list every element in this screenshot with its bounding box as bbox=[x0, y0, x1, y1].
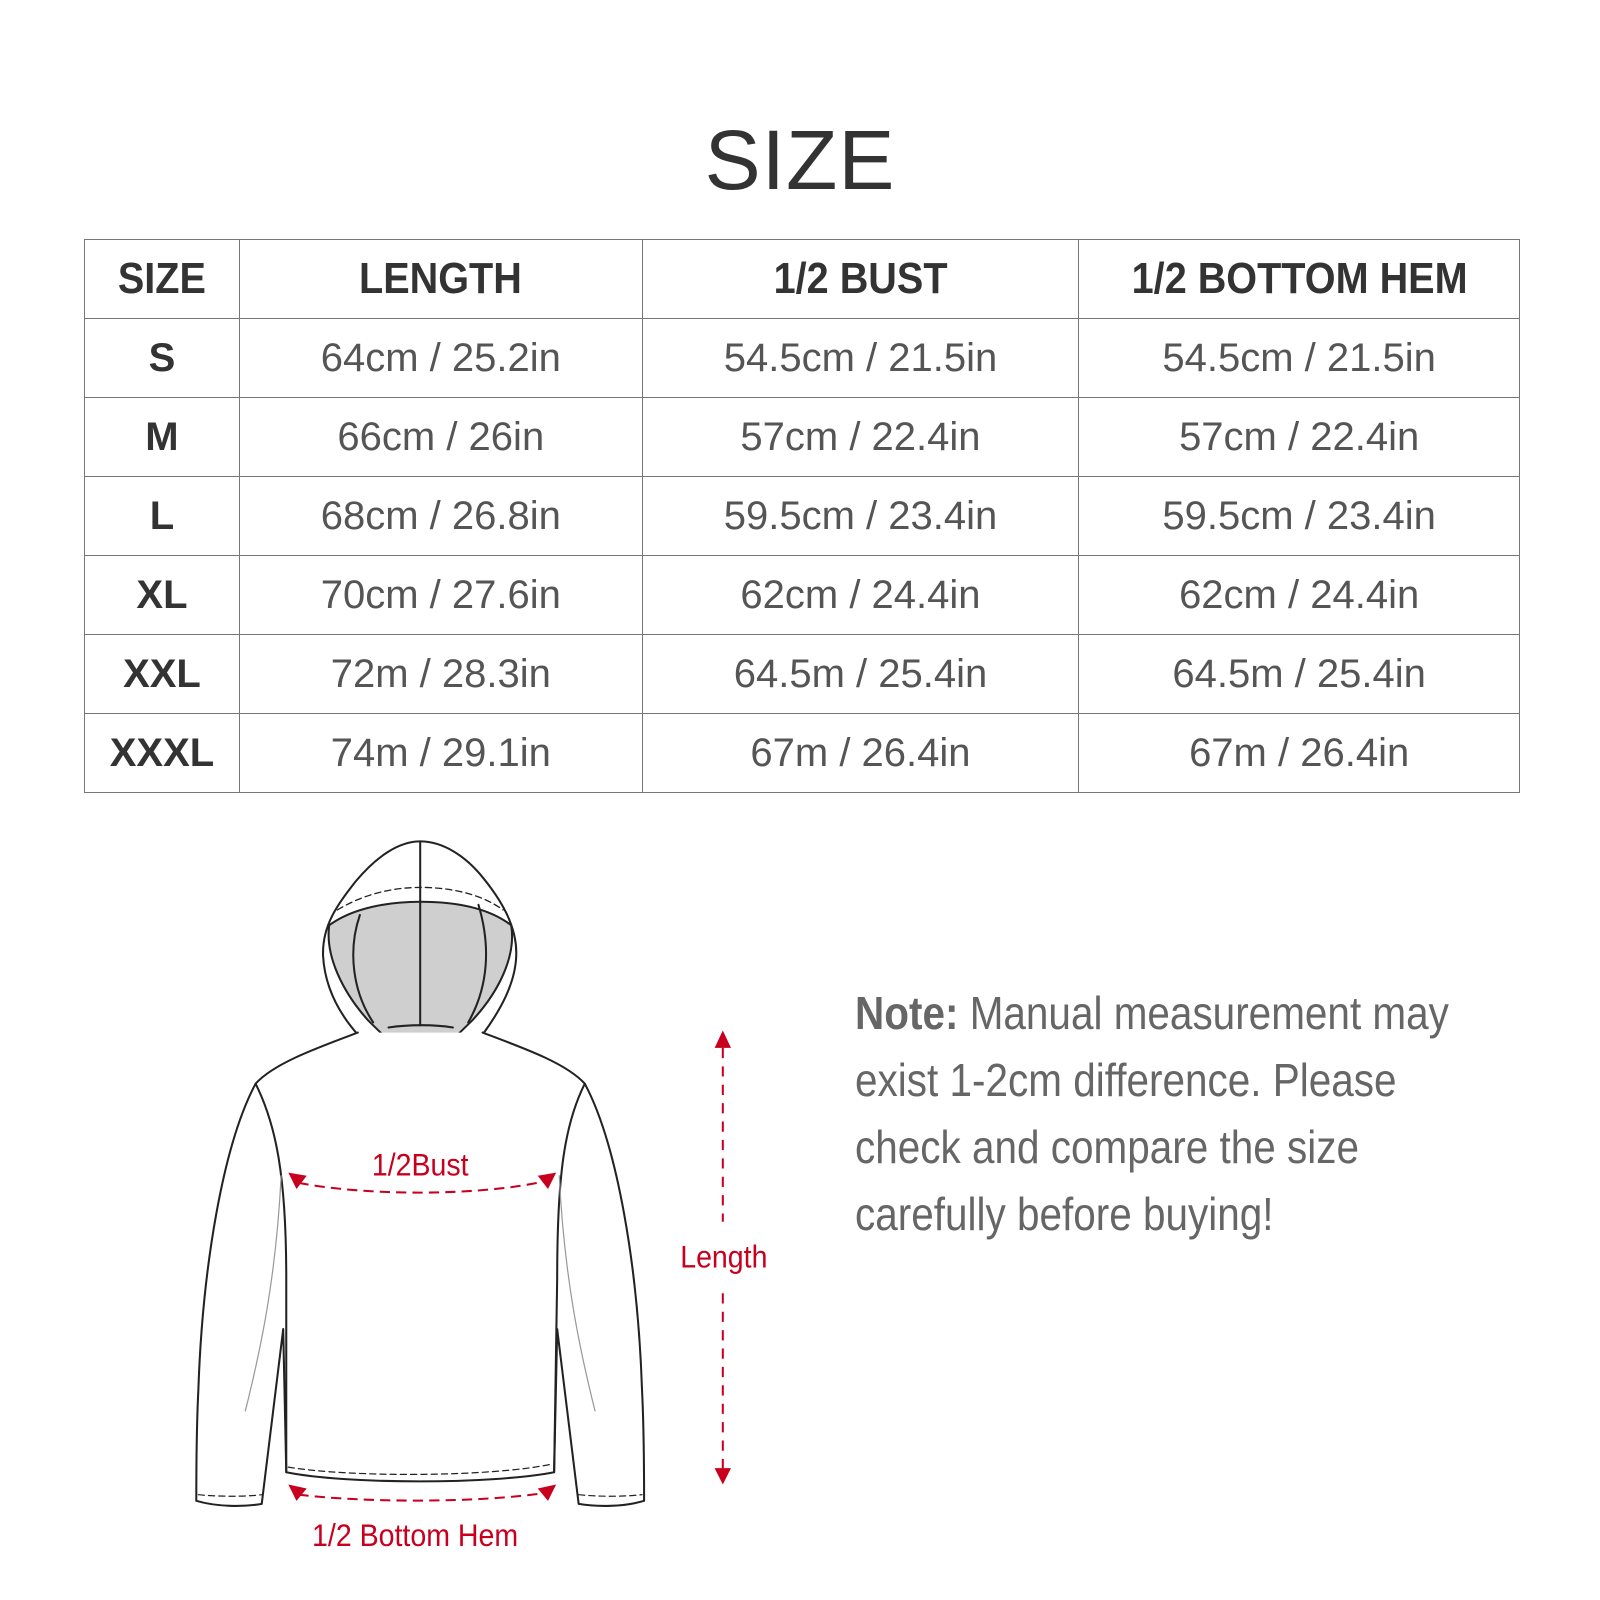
header-label: SIZE bbox=[117, 254, 206, 303]
bottom-hem-cell: 54.5cm / 21.5in bbox=[1078, 318, 1520, 398]
arrow-down-icon bbox=[714, 1468, 731, 1485]
bust-measure-line bbox=[298, 1179, 548, 1194]
table-row: L 68cm / 26.8in 59.5cm / 23.4in 59.5cm / 23… bbox=[84, 476, 1520, 556]
table-header-row: SIZE LENGTH 1/2 BUST 1/2 BOTTOM HEM bbox=[84, 239, 1520, 319]
bottom-hem-cell: 62cm / 24.4in bbox=[1078, 555, 1520, 635]
size-table: SIZE LENGTH 1/2 BUST 1/2 BOTTOM HEM S 64c… bbox=[84, 239, 1520, 793]
size-cell: XXXL bbox=[84, 713, 240, 793]
bust-cell: 57cm / 22.4in bbox=[641, 397, 1080, 477]
right-armhole bbox=[553, 1082, 586, 1474]
length-cell: 74m / 29.1in bbox=[238, 713, 643, 793]
cuff-stitch bbox=[197, 1494, 263, 1497]
hoodie-body bbox=[195, 1031, 646, 1507]
cuff-stitch bbox=[578, 1494, 643, 1497]
left-armhole bbox=[254, 1082, 288, 1474]
arrow-right-icon bbox=[537, 1172, 557, 1190]
page-title: SIZE bbox=[704, 113, 896, 207]
length-cell: 70cm / 27.6in bbox=[238, 555, 643, 635]
length-cell: 66cm / 26in bbox=[238, 397, 643, 477]
fold-shadow bbox=[244, 1175, 282, 1412]
length-cell: 68cm / 26.8in bbox=[238, 476, 643, 556]
size-cell: XL bbox=[84, 555, 240, 635]
note-text: Note: Manual measurement may exist 1-2cm… bbox=[855, 980, 1495, 1248]
bust-label: 1/2Bust bbox=[372, 1148, 469, 1183]
bust-cell: 54.5cm / 21.5in bbox=[641, 318, 1080, 398]
table-row: M 66cm / 26in 57cm / 22.4in 57cm / 22.4in bbox=[84, 397, 1520, 477]
length-cell: 64cm / 25.2in bbox=[238, 318, 643, 398]
bust-cell: 64.5m / 25.4in bbox=[641, 634, 1080, 714]
header-bottom-hem: 1/2 BOTTOM HEM bbox=[1078, 239, 1520, 319]
header-label: 1/2 BOTTOM HEM bbox=[1131, 254, 1468, 303]
arrow-left-icon bbox=[288, 1484, 307, 1501]
bust-cell: 59.5cm / 23.4in bbox=[641, 476, 1080, 556]
table-row: XXL 72m / 28.3in 64.5m / 25.4in 64.5m / 25.… bbox=[84, 634, 1520, 714]
bust-cell: 62cm / 24.4in bbox=[641, 555, 1080, 635]
bottom-hem-cell: 57cm / 22.4in bbox=[1078, 397, 1520, 477]
size-cell: XXL bbox=[84, 634, 240, 714]
bottom-hem-cell: 64.5m / 25.4in bbox=[1078, 634, 1520, 714]
hem-label: 1/2 Bottom Hem bbox=[312, 1518, 518, 1553]
hood-inner-line bbox=[352, 913, 375, 1024]
header-size: SIZE bbox=[84, 239, 240, 319]
note-label: Note: bbox=[855, 987, 959, 1039]
header-label: 1/2 BUST bbox=[773, 254, 948, 303]
size-cell: M bbox=[84, 397, 240, 477]
hood-inner-line bbox=[467, 903, 488, 1024]
size-cell: S bbox=[84, 318, 240, 398]
hood-collar bbox=[387, 1024, 454, 1029]
length-cell: 72m / 28.3in bbox=[238, 634, 643, 714]
fold-shadow bbox=[558, 1175, 596, 1412]
bust-cell: 67m / 26.4in bbox=[641, 713, 1080, 793]
arrow-right-icon bbox=[537, 1484, 557, 1501]
arrow-left-icon bbox=[288, 1172, 307, 1190]
table-row: XL 70cm / 27.6in 62cm / 24.4in 62cm / 24.4i… bbox=[84, 555, 1520, 635]
hem-stitch bbox=[287, 1463, 553, 1476]
table-row: XXXL 74m / 29.1in 67m / 26.4in 67m / 26.4in bbox=[84, 713, 1520, 793]
arrow-up-icon bbox=[714, 1030, 731, 1048]
table-row: S 64cm / 25.2in 54.5cm / 21.5in 54.5cm / 21… bbox=[84, 318, 1520, 398]
bottom-hem-cell: 59.5cm / 23.4in bbox=[1078, 476, 1520, 556]
length-label: Length bbox=[680, 1240, 767, 1275]
hem-measure-line bbox=[298, 1491, 548, 1502]
note-body: Manual measurement may exist 1-2cm diffe… bbox=[855, 987, 1449, 1240]
header-label: LENGTH bbox=[359, 254, 523, 303]
header-bust: 1/2 BUST bbox=[641, 239, 1080, 319]
bottom-hem-cell: 67m / 26.4in bbox=[1078, 713, 1520, 793]
